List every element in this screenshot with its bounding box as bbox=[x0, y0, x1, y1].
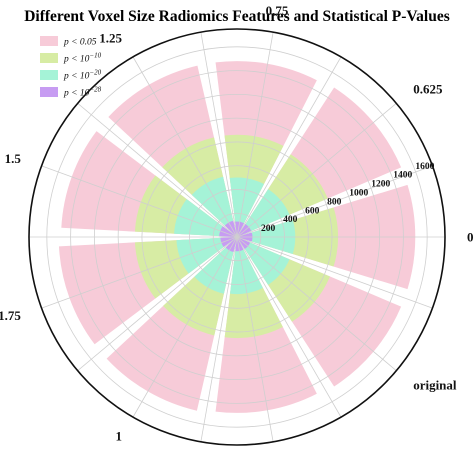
category-label: 1.75 bbox=[0, 308, 21, 323]
radial-tick-label: 1000 bbox=[349, 188, 368, 198]
category-label: 1.25 bbox=[99, 30, 122, 45]
grid-spoke bbox=[77, 236, 238, 372]
bar-2-1.25 bbox=[191, 176, 237, 237]
grid-spoke bbox=[236, 165, 433, 238]
grid-layer bbox=[28, 28, 446, 446]
category-label: 0.75 bbox=[266, 3, 289, 18]
bar-2-1.5 bbox=[174, 199, 237, 237]
radial-tick-label: 600 bbox=[305, 206, 320, 216]
grid-spoke bbox=[41, 165, 238, 238]
grid-spoke bbox=[236, 56, 342, 238]
grid-spoke bbox=[236, 236, 397, 372]
category-label: original bbox=[413, 377, 457, 392]
chart-title: Different Voxel Size Radiomics Features … bbox=[24, 8, 450, 25]
grid-spoke bbox=[77, 102, 238, 238]
grid-spoke bbox=[200, 32, 238, 238]
grid-spoke bbox=[236, 236, 342, 418]
legend-label: p < 10−28 bbox=[63, 86, 102, 99]
category-label: 0.5 bbox=[467, 230, 474, 245]
radial-tick-label: 1200 bbox=[371, 180, 390, 190]
legend-label: p < 10−10 bbox=[63, 52, 102, 65]
grid-spoke bbox=[200, 236, 238, 442]
bar-3-1 bbox=[225, 237, 237, 253]
grid-spoke bbox=[236, 236, 433, 309]
grid-spoke bbox=[132, 56, 238, 238]
legend-label: p < 0.05 bbox=[63, 38, 97, 48]
grid-spoke bbox=[132, 236, 238, 418]
bar-3-1.25 bbox=[224, 220, 237, 237]
category-label: 1 bbox=[116, 429, 123, 444]
legend: p < 0.05 p < 10−10 p < 10−20 p < 10−28 bbox=[40, 36, 102, 99]
legend-swatch bbox=[40, 53, 58, 63]
radial-tick-label: 200 bbox=[261, 224, 276, 234]
bar-2-1.75 bbox=[176, 237, 237, 274]
grid-spoke bbox=[236, 236, 274, 442]
radial-tick-label: 1600 bbox=[415, 162, 434, 172]
radial-tick-label: 800 bbox=[327, 197, 342, 207]
legend-swatch bbox=[40, 36, 58, 46]
category-label: 1.5 bbox=[5, 151, 22, 166]
legend-label: p < 10−20 bbox=[63, 69, 102, 82]
outer-axis-circle bbox=[28, 28, 446, 446]
legend-swatch bbox=[40, 87, 58, 97]
grid-spoke bbox=[236, 102, 397, 238]
category-label: 0.625 bbox=[413, 82, 443, 97]
radial-tick-label: 400 bbox=[283, 215, 298, 225]
bar-2-original bbox=[237, 237, 290, 285]
radial-tick-label: 1400 bbox=[393, 171, 412, 181]
bar-3-1.5 bbox=[219, 226, 237, 237]
bar-2-2 bbox=[230, 237, 263, 295]
bar-2-1 bbox=[194, 237, 237, 294]
grid-spoke bbox=[41, 236, 238, 309]
grid-spoke bbox=[236, 32, 274, 238]
bar-2-0.625 bbox=[237, 189, 290, 237]
bar-3-1.75 bbox=[220, 237, 237, 248]
legend-swatch bbox=[40, 70, 58, 80]
